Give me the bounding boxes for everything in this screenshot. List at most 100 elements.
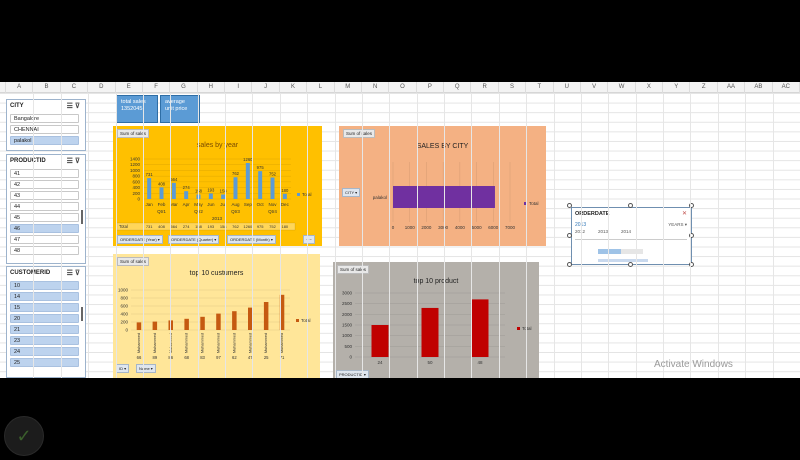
bar[interactable] [263,302,269,330]
bar[interactable] [184,318,189,330]
bar[interactable] [216,313,221,330]
pivot-field-button[interactable]: ID ▾ [116,364,130,373]
column-header[interactable]: P [417,82,445,93]
column-header[interactable]: W [608,82,636,93]
column-header[interactable]: Y [663,82,691,93]
pivot-field-button[interactable]: ORDERDATE (Year) ▾ [117,235,163,244]
column-header[interactable]: Q [444,82,472,93]
timeline-year-label[interactable]: 2013 [598,229,609,234]
column-header[interactable]: S [499,82,527,93]
timeline-bar[interactable] [621,249,643,254]
slicer-item-customerid[interactable]: 20 [10,313,79,323]
bar[interactable] [232,311,237,330]
pivot-field-button[interactable]: Name ▾ [136,364,156,373]
slicer-item-productid[interactable]: 46 [10,223,79,233]
multi-select-icon[interactable]: ☰ [66,158,75,165]
productid-slicer[interactable]: PRODUCTID ☰⊽ 41 42 43 44 45 46 47 48 [6,154,86,264]
bar[interactable] [393,186,495,208]
slicer-item-customerid[interactable]: 15 [10,302,79,312]
column-header[interactable]: L [307,82,335,93]
clear-filter-icon[interactable]: ⊽ [74,103,82,110]
timeline-year-label[interactable]: 2014 [621,229,632,234]
clear-filter-icon[interactable]: ✕ [681,211,687,217]
column-header[interactable]: G [170,82,198,93]
column-header[interactable]: V [581,82,609,93]
column-header[interactable]: B [33,82,61,93]
column-header[interactable]: A [6,82,34,93]
slicer-item-city[interactable]: Bangalore [10,113,79,123]
customerid-slicer[interactable]: CUSTOMERID ☰⊽ 10 14 15 20 21 23 24 25 [6,266,86,378]
slicer-item-productid[interactable]: 45 [10,212,79,222]
column-header[interactable]: F [143,82,171,93]
column-header[interactable]: E [116,82,143,93]
bar[interactable] [258,171,263,199]
column-header[interactable]: M [335,82,362,93]
city-slicer[interactable]: CITY ☰⊽ Bangalore CHENNAI palakol [6,99,86,151]
slicer-scrollbar[interactable] [81,210,83,224]
expand-collapse-button[interactable]: + − [303,235,315,244]
clear-filter-icon[interactable]: ⊽ [74,270,82,277]
bar[interactable] [245,163,250,199]
slicer-item-customerid[interactable]: 25 [10,357,79,367]
bar[interactable] [233,177,238,199]
slicer-item-productid[interactable]: 44 [10,201,79,211]
slicer-scrollbar[interactable] [81,307,83,321]
city-field-button[interactable]: CITY ▾ [342,188,361,197]
slicer-item-customerid[interactable]: 21 [10,324,79,334]
slicer-item-customerid[interactable]: 24 [10,346,79,356]
slicer-item-customerid[interactable]: 10 [10,280,79,290]
clear-filter-icon[interactable]: ⊽ [74,158,82,165]
bar[interactable] [221,194,226,199]
bar[interactable] [159,187,164,199]
pivot-field-button[interactable]: ORDERDATE (Quarter) ▾ [168,235,220,244]
slicer-item-productid[interactable]: 41 [10,168,79,178]
bar[interactable] [208,193,213,199]
bar[interactable] [184,191,189,199]
slicer-item-productid[interactable]: 43 [10,190,79,200]
column-header[interactable]: J [252,82,280,93]
column-header[interactable]: Z [690,82,718,93]
bar[interactable] [200,316,205,330]
multi-select-icon[interactable]: ☰ [66,270,75,277]
bar[interactable] [471,299,489,357]
timeline-level-dropdown[interactable]: YEARS ▾ [668,222,687,227]
slicer-item-city[interactable]: CHENNAI [10,124,79,134]
timeline-selection-bar[interactable] [598,249,621,254]
productid-field-button[interactable]: PRODUCTID ▾ [336,370,369,378]
column-header[interactable]: D [88,82,116,93]
resize-handle[interactable] [689,233,694,238]
column-header[interactable]: N [362,82,390,93]
average-price-card[interactable]: average unit price [160,95,200,123]
sales-by-year-chart[interactable]: Sum of sales sales by year 0 200 400 600 800… [113,126,322,246]
column-header[interactable]: T [526,82,554,93]
bar[interactable] [421,307,439,357]
column-header[interactable]: AB [745,82,773,93]
resize-handle[interactable] [689,262,694,267]
bar[interactable] [171,182,176,199]
slicer-item-productid[interactable]: 47 [10,234,79,244]
column-header[interactable]: R [471,82,499,93]
timeline-scrollbar[interactable] [598,259,648,262]
slicer-item-productid[interactable]: 42 [10,179,79,189]
orderdate-timeline[interactable]: ORDERDATE ✕ 2013 YEARS ▾ 201220132014 [571,207,692,265]
bar[interactable] [282,193,287,199]
top-customers-chart[interactable]: Sum of sales top 10 custumers 0 200 400 600… [113,254,320,378]
slicer-item-city[interactable]: palakol [10,135,79,145]
resize-handle[interactable] [689,203,694,208]
column-header[interactable]: X [636,82,664,93]
slicer-item-productid[interactable]: 48 [10,245,79,255]
resize-handle[interactable] [567,203,572,208]
top-products-chart[interactable]: Sum of sales top 10 product 0 500 1000 1500… [333,262,539,378]
bar[interactable] [152,321,158,330]
column-header[interactable]: K [280,82,308,93]
sales-by-city-chart[interactable]: Sum of sales SALES BY CITY 0 1000 2000 3000… [339,126,546,246]
column-header[interactable]: C [61,82,89,93]
column-header[interactable]: AA [718,82,746,93]
slicer-item-customerid[interactable]: 23 [10,335,79,345]
bar[interactable] [270,177,275,199]
resize-handle[interactable] [567,233,572,238]
column-header[interactable]: H [198,82,226,93]
resize-handle[interactable] [567,262,572,267]
resize-handle[interactable] [628,262,633,267]
column-header[interactable]: AC [773,82,800,93]
